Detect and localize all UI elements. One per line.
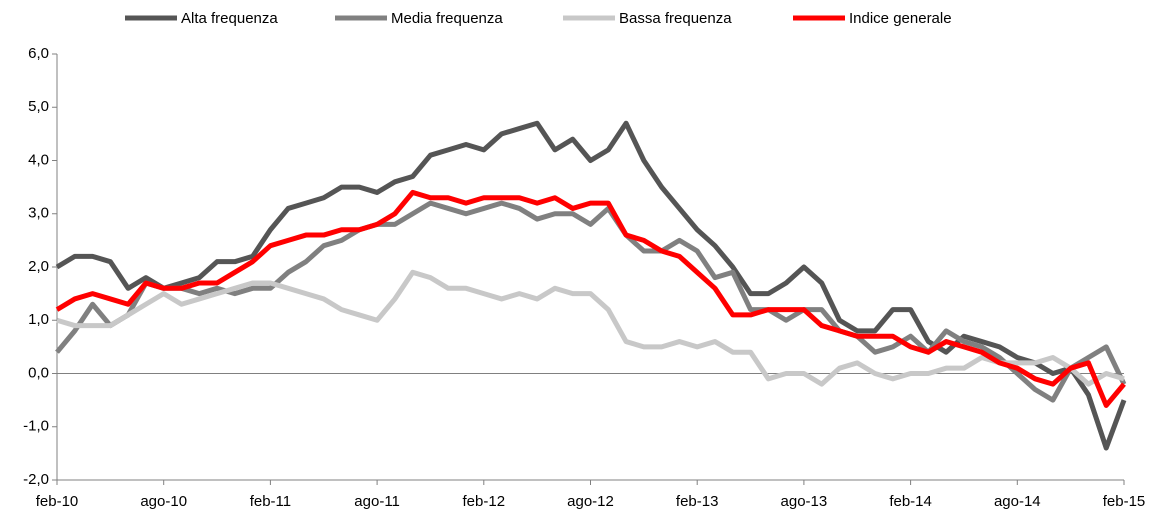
series-line: [55, 189, 1126, 408]
y-tick-label: 1,0: [28, 311, 49, 328]
y-tick-label: 0,0: [28, 364, 49, 381]
x-tick-label: feb-12: [463, 493, 506, 510]
y-tick-label: 4,0: [28, 151, 49, 168]
legend-label: Alta frequenza: [181, 10, 278, 27]
x-tick-label: ago-14: [994, 493, 1041, 510]
x-tick-label: ago-13: [781, 493, 828, 510]
y-tick-label: -1,0: [23, 418, 49, 435]
x-tick-label: feb-11: [250, 493, 291, 510]
x-tick-label: ago-12: [567, 493, 614, 510]
y-tick-label: 2,0: [28, 258, 49, 275]
x-tick-label: feb-15: [1103, 493, 1146, 510]
y-tick-label: 5,0: [28, 98, 49, 115]
x-tick-label: ago-11: [354, 493, 400, 510]
x-tick-label: ago-10: [140, 493, 187, 510]
x-tick-label: feb-13: [676, 493, 719, 510]
series-line: [56, 269, 1125, 387]
series-line: [55, 120, 1127, 451]
y-tick-label: -2,0: [23, 471, 49, 488]
legend-label: Media frequenza: [391, 10, 503, 27]
series-line: [55, 200, 1127, 403]
y-tick-label: 6,0: [28, 45, 49, 62]
x-tick-label: feb-14: [889, 493, 932, 510]
legend-label: Indice generale: [849, 10, 952, 27]
x-tick-label: feb-10: [36, 493, 79, 510]
y-tick-label: 3,0: [28, 205, 49, 222]
legend-label: Bassa frequenza: [619, 10, 732, 27]
